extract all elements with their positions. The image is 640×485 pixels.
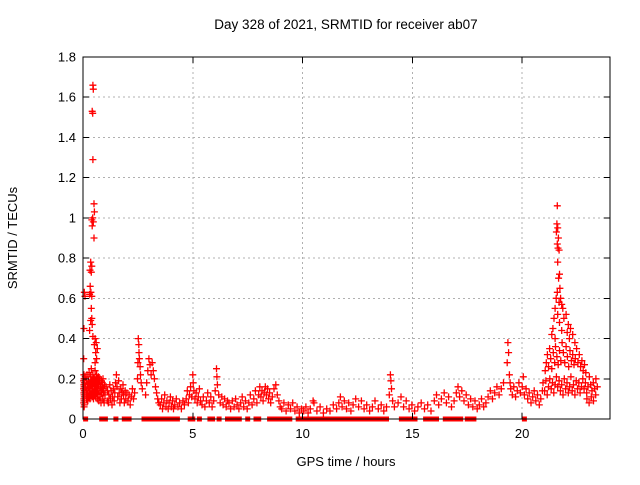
plot-area-border xyxy=(82,56,611,420)
y-tick-label: 1.4 xyxy=(58,130,76,145)
x-tick-label: 5 xyxy=(189,426,196,441)
y-tick-label: 0 xyxy=(69,412,76,427)
axis-tick-labels: 0 0.2 0.4 0.6 0.8 1 1.2 1.4 1.6 1.8 0 5 10 15 20 xyxy=(58,50,529,442)
x-tick-label: 0 xyxy=(79,426,86,441)
plot-border xyxy=(82,56,611,420)
y-tick-label: 0.2 xyxy=(58,371,76,386)
y-tick-label: 1.8 xyxy=(58,50,76,65)
x-tick-label: 20 xyxy=(515,426,529,441)
y-tick-label: 1 xyxy=(69,210,76,225)
y-tick-label: 0.6 xyxy=(58,291,76,306)
y-tick-label: 1.6 xyxy=(58,90,76,105)
y-tick-label: 1.2 xyxy=(58,170,76,185)
y-tick-label: 0.8 xyxy=(58,251,76,266)
gridlines xyxy=(83,57,610,419)
scatter-markers xyxy=(80,81,601,417)
y-axis-label: SRMTID / TECUs xyxy=(5,186,20,289)
data-points xyxy=(80,81,601,417)
x-tick-label: 10 xyxy=(295,426,309,441)
y-tick-label: 0.4 xyxy=(58,331,76,346)
chart-title: Day 328 of 2021, SRMTID for receiver ab0… xyxy=(214,17,477,32)
x-tick-label: 15 xyxy=(405,426,419,441)
x-axis-label: GPS time / hours xyxy=(297,454,396,469)
